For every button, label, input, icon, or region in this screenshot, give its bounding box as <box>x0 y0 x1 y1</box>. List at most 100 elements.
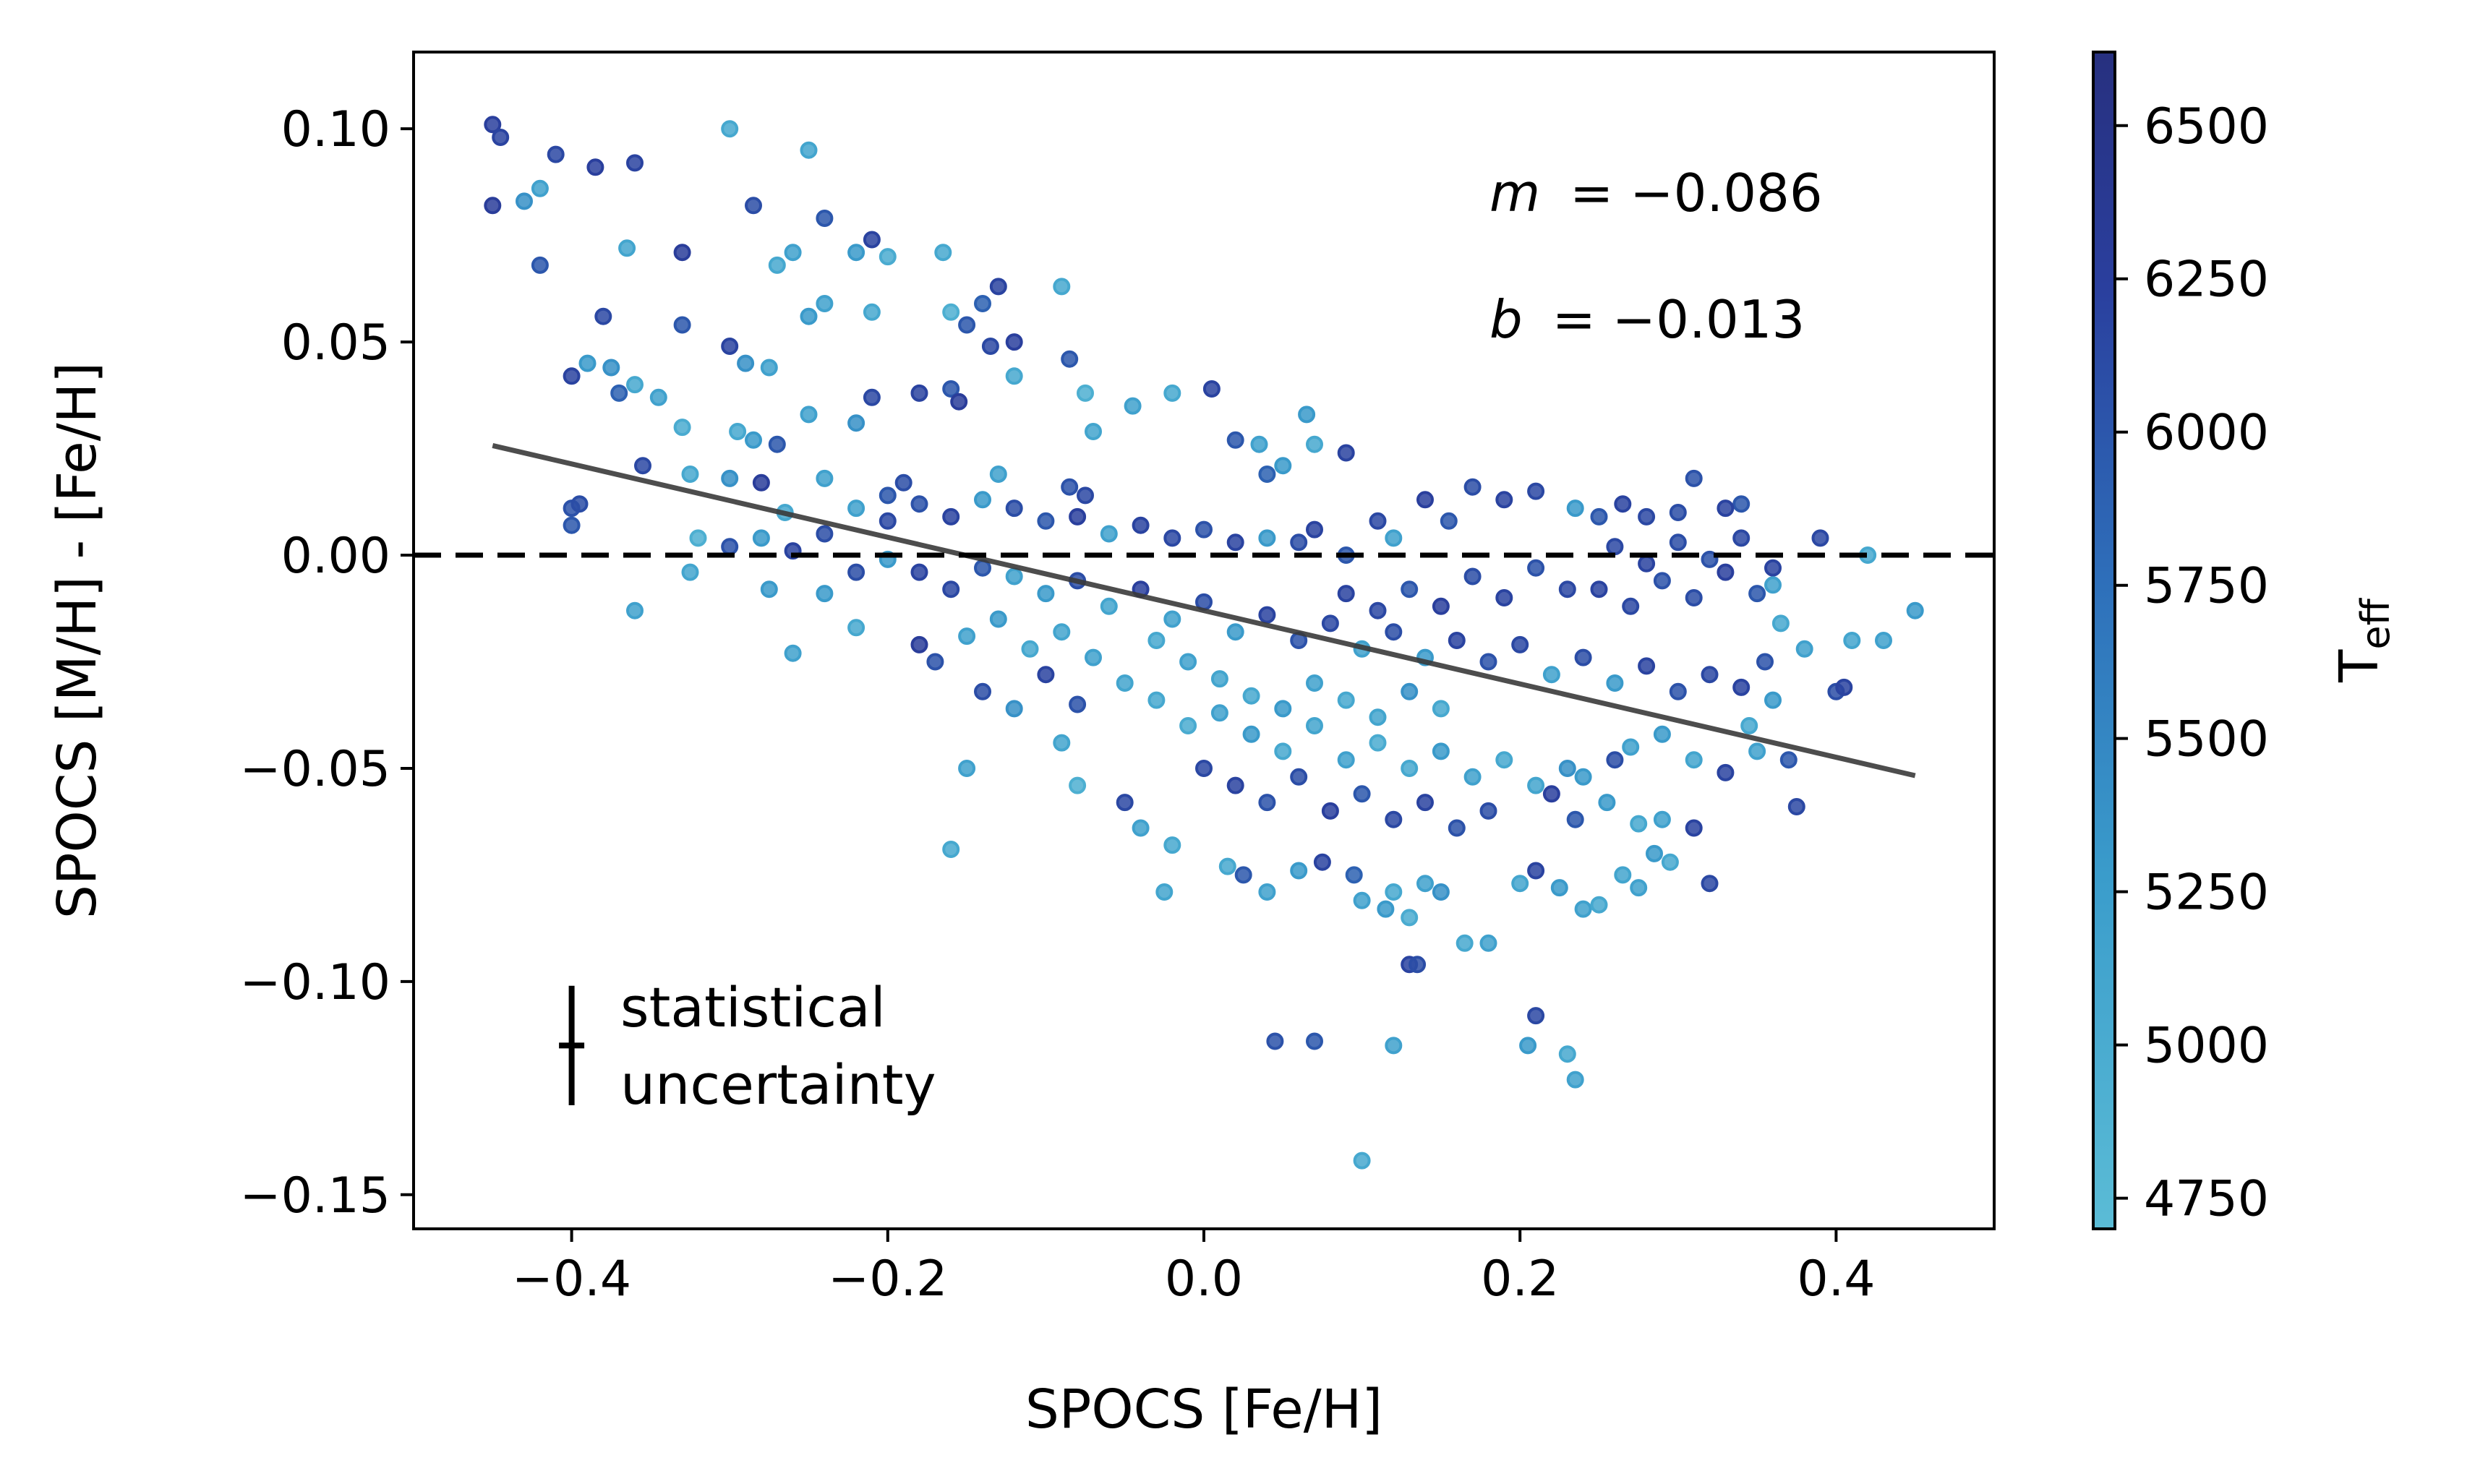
scatter-point <box>989 278 1007 296</box>
scatter-point <box>1717 563 1735 581</box>
y-axis-title: SPOCS [M/H] - [Fe/H] <box>46 362 108 919</box>
scatter-point <box>1511 635 1529 653</box>
scatter-point <box>1732 495 1751 513</box>
scatter-point <box>721 469 739 487</box>
y-tick-label: 0.10 <box>281 101 390 158</box>
scatter-point <box>673 419 691 437</box>
scatter-point <box>958 316 976 334</box>
scatter-point <box>721 120 739 138</box>
scatter-point <box>1100 597 1118 615</box>
errorbar-label-line1: statistical <box>620 975 886 1039</box>
scatter-point <box>910 563 928 581</box>
scatter-point <box>1432 597 1450 615</box>
colorbar-title: Teff <box>2328 597 2398 682</box>
scatter-point <box>1701 550 1719 568</box>
scatter-point <box>894 473 912 492</box>
scatter-point <box>618 239 636 257</box>
scatter-point <box>950 393 968 411</box>
scatter-point <box>1116 794 1134 812</box>
scatter-point <box>942 380 960 398</box>
scatter-point <box>1005 567 1023 586</box>
scatter-point <box>958 760 976 777</box>
scatter-point <box>1495 491 1513 509</box>
scatter-point <box>1005 333 1023 351</box>
scatter-point <box>1463 567 1482 586</box>
scatter-point <box>1345 866 1363 884</box>
scatter-point <box>942 303 960 321</box>
scatter-point <box>760 359 778 377</box>
scatter-point <box>1527 482 1545 500</box>
scatter-point <box>1566 810 1584 828</box>
scatter-point <box>1005 700 1023 718</box>
scatter-point <box>531 256 549 274</box>
scatter-point <box>1037 585 1055 603</box>
scatter-point <box>1069 507 1087 526</box>
scatter-point <box>1717 499 1735 518</box>
scatter-point <box>1069 695 1087 713</box>
scatter-point <box>1061 478 1079 496</box>
scatter-point <box>1590 896 1608 914</box>
scatter-point <box>1226 776 1244 794</box>
colorbar-tick-label: 5250 <box>2144 865 2269 922</box>
scatter-point <box>1669 504 1687 521</box>
scatter-point <box>1306 1032 1323 1050</box>
scatter-point <box>1527 862 1545 880</box>
scatter-point <box>1258 606 1276 624</box>
scatter-point <box>910 384 928 402</box>
scatter-point <box>1179 717 1197 734</box>
scatter-point <box>626 154 644 172</box>
colorbar-tick-label: 6250 <box>2144 252 2269 309</box>
y-tick-label: −0.15 <box>240 1167 390 1224</box>
scatter-point <box>1077 384 1094 402</box>
scatter-point <box>1685 589 1703 606</box>
scatter-point <box>1764 691 1782 709</box>
scatter-point <box>1558 580 1576 599</box>
scatter-point <box>1409 956 1427 974</box>
scatter-point <box>989 610 1007 628</box>
scatter-point <box>1258 883 1276 901</box>
scatter-point <box>1401 909 1419 927</box>
scatter-point <box>1701 666 1719 684</box>
scatter-point <box>594 307 612 325</box>
scatter-point <box>1495 751 1513 769</box>
scatter-point <box>737 354 755 372</box>
scatter-point <box>563 367 581 385</box>
scatter-point <box>1646 844 1663 862</box>
scatter-point <box>1242 687 1260 705</box>
scatter-point <box>910 495 928 513</box>
scatter-point <box>1527 1007 1545 1025</box>
scatter-point <box>942 841 960 858</box>
colorbar-title-subscript: eff <box>2353 597 2398 649</box>
x-tick-label: −0.2 <box>828 1251 947 1308</box>
fit-line <box>492 443 1916 779</box>
scatter-point <box>1369 601 1387 619</box>
scatter-point <box>1163 610 1181 628</box>
scatter-point <box>1590 507 1608 526</box>
scatter-point <box>1053 278 1071 296</box>
scatter-point <box>1337 585 1355 603</box>
scatter-point <box>1155 883 1174 901</box>
scatter-point <box>1290 768 1308 786</box>
fit-slope-symbol: m <box>1489 163 1540 223</box>
colorbar-tick-label: 5000 <box>2144 1018 2269 1075</box>
statistical-uncertainty-errorbar <box>559 985 585 1105</box>
scatter-point <box>1116 674 1134 692</box>
scatter-point <box>570 495 589 513</box>
scatter-point <box>800 406 818 424</box>
scatter-point <box>1511 875 1529 893</box>
scatter-point <box>1542 666 1560 684</box>
scatter-point <box>1337 444 1355 462</box>
scatter-point <box>934 244 952 262</box>
scatter-point <box>1053 734 1071 752</box>
scatter-point <box>492 129 510 146</box>
scatter-point <box>1732 678 1751 696</box>
scatter-point <box>1085 648 1102 666</box>
scatter-point <box>752 473 770 492</box>
scatter-point <box>1290 533 1308 552</box>
fit-intercept-symbol: b <box>1489 289 1523 350</box>
y-axis-ticks: 0.10 0.05 0.00 −0.05 −0.10 −0.15 <box>240 101 414 1224</box>
scatter-point <box>863 231 881 249</box>
scatter-point <box>1574 768 1592 786</box>
scatter-point <box>760 580 778 599</box>
fit-line-group <box>492 443 1916 779</box>
